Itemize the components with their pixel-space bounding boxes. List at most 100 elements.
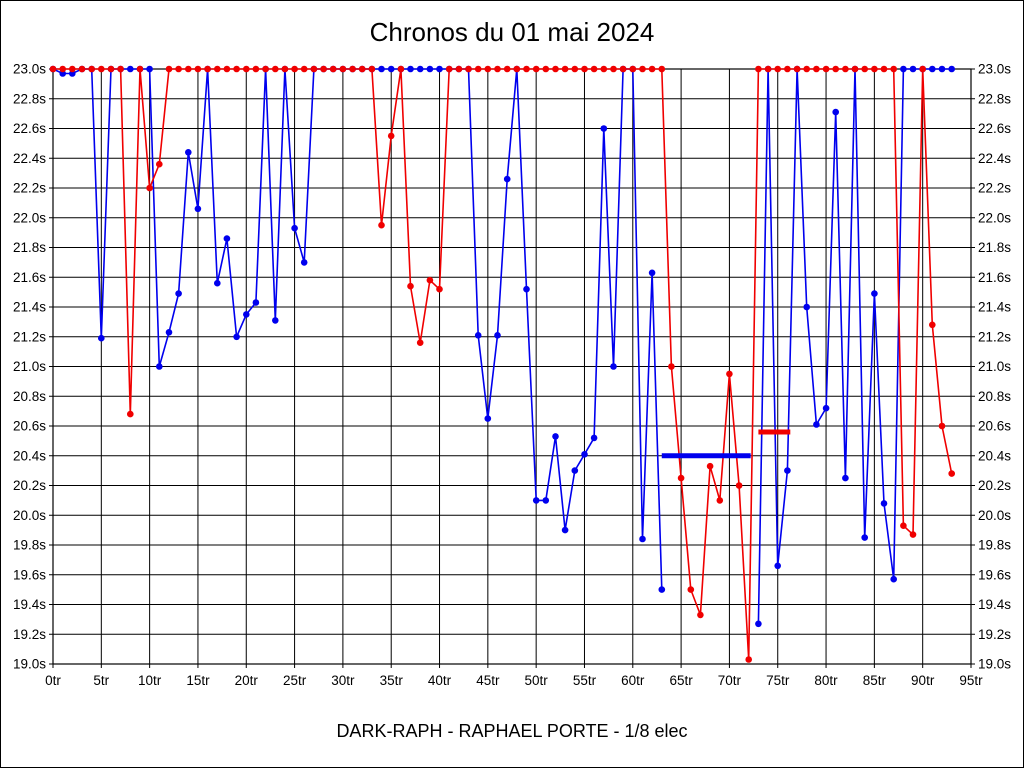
y-axis-label-right: 22.4s: [978, 151, 1011, 166]
x-axis-label: 20tr: [235, 673, 259, 688]
data-point-red-driver: [755, 65, 762, 73]
data-point-blue-driver: [532, 497, 540, 504]
data-point-red-driver: [503, 65, 511, 73]
series-line-red-driver: [53, 68, 953, 660]
data-point-blue-driver: [300, 259, 308, 266]
data-point-red-driver: [465, 65, 472, 73]
data-point-blue-driver: [436, 65, 443, 73]
data-point-red-driver: [397, 65, 405, 73]
data-point-blue-driver: [175, 290, 182, 297]
y-axis-label-right: 20.6s: [978, 419, 1011, 434]
data-point-blue-driver: [214, 279, 221, 287]
data-point-red-driver: [416, 339, 424, 347]
data-point-red-driver: [532, 65, 540, 73]
data-point-red-driver: [716, 497, 724, 504]
x-axis-label: 5tr: [93, 673, 109, 688]
data-point-red-driver: [59, 65, 66, 73]
y-axis-label-right: 19.0s: [978, 657, 1011, 672]
data-point-blue-driver: [291, 224, 298, 232]
data-point-red-driver: [697, 611, 704, 619]
data-point-blue-driver: [871, 290, 878, 297]
data-point-blue-driver: [474, 332, 482, 339]
x-axis-label: 55tr: [573, 673, 597, 688]
data-point-red-driver: [407, 282, 414, 290]
data-point-red-driver: [300, 65, 308, 73]
x-axis-label: 0tr: [45, 673, 61, 688]
data-point-red-driver: [88, 65, 95, 73]
data-point-red-driver: [938, 422, 946, 430]
data-point-red-driver: [706, 462, 714, 470]
data-point-blue-driver: [658, 586, 666, 593]
data-point-red-driver: [822, 65, 830, 73]
data-point-red-driver: [523, 65, 530, 73]
data-point-red-driver: [243, 65, 250, 73]
data-point-blue-driver: [774, 562, 781, 570]
data-point-blue-driver: [194, 205, 202, 213]
x-axis-label: 45tr: [476, 673, 500, 688]
data-point-red-driver: [136, 65, 144, 73]
data-point-red-driver: [272, 65, 279, 73]
y-axis-label-right: 20.4s: [978, 448, 1011, 463]
y-axis-label-right: 21.0s: [978, 359, 1011, 374]
data-point-red-driver: [832, 65, 839, 73]
y-axis-label-right: 19.6s: [978, 567, 1011, 582]
data-point-red-driver: [658, 65, 666, 73]
y-axis-label-left: 21.6s: [13, 270, 46, 285]
data-point-red-driver: [561, 65, 569, 73]
y-axis-label-right: 19.4s: [978, 597, 1011, 612]
data-point-red-driver: [764, 65, 772, 73]
data-point-red-driver: [98, 65, 105, 73]
data-point-blue-driver: [890, 575, 897, 583]
y-axis-label-left: 20.0s: [13, 508, 46, 523]
data-point-red-driver: [165, 65, 173, 73]
data-point-red-driver: [677, 474, 685, 482]
data-point-blue-driver: [639, 535, 646, 543]
data-point-red-driver: [146, 184, 153, 192]
data-point-red-driver: [639, 65, 646, 73]
y-axis-label-left: 22.2s: [13, 181, 46, 196]
data-point-blue-driver: [842, 474, 849, 482]
y-axis-label-left: 21.8s: [13, 240, 46, 255]
x-axis-label: 90tr: [911, 673, 935, 688]
data-point-red-driver: [871, 65, 878, 73]
data-point-red-driver: [156, 160, 163, 168]
data-point-red-driver: [127, 410, 134, 418]
data-point-red-driver: [291, 65, 298, 73]
y-axis-label-left: 22.8s: [13, 91, 46, 106]
data-point-red-driver: [78, 65, 86, 73]
x-axis-label: 15tr: [186, 673, 210, 688]
data-point-blue-driver: [880, 500, 888, 507]
y-axis-label-left: 19.2s: [13, 627, 46, 642]
y-axis-label-right: 22.6s: [978, 121, 1011, 136]
data-point-blue-driver: [378, 65, 385, 73]
data-point-red-driver: [929, 321, 936, 329]
data-point-red-driver: [581, 65, 588, 73]
data-point-red-driver: [590, 65, 598, 73]
x-axis-label: 80tr: [814, 673, 838, 688]
x-axis-label: 85tr: [863, 673, 887, 688]
data-point-red-driver: [281, 65, 289, 73]
x-axis-label: 60tr: [621, 673, 645, 688]
data-point-blue-driver: [165, 329, 173, 336]
x-axis-label: 95tr: [959, 673, 983, 688]
data-point-red-driver: [252, 65, 260, 73]
y-axis-label-right: 21.8s: [978, 240, 1011, 255]
y-axis-label-right: 19.8s: [978, 538, 1011, 553]
data-point-red-driver: [813, 65, 820, 73]
x-axis-label: 40tr: [428, 673, 452, 688]
data-point-blue-driver: [243, 311, 250, 318]
data-point-red-driver: [648, 65, 656, 73]
data-point-blue-driver: [233, 333, 240, 341]
data-point-blue-driver: [755, 620, 762, 628]
data-point-red-driver: [571, 65, 579, 73]
data-point-red-driver: [185, 65, 192, 73]
data-point-red-driver: [436, 285, 443, 293]
data-point-red-driver: [349, 65, 356, 73]
y-axis-label-left: 22.6s: [13, 121, 46, 136]
data-point-blue-driver: [185, 149, 192, 156]
data-point-red-driver: [339, 65, 347, 73]
data-point-red-driver: [107, 65, 115, 73]
data-point-red-driver: [919, 65, 926, 73]
data-point-red-driver: [329, 65, 337, 73]
x-axis-label: 25tr: [283, 673, 307, 688]
